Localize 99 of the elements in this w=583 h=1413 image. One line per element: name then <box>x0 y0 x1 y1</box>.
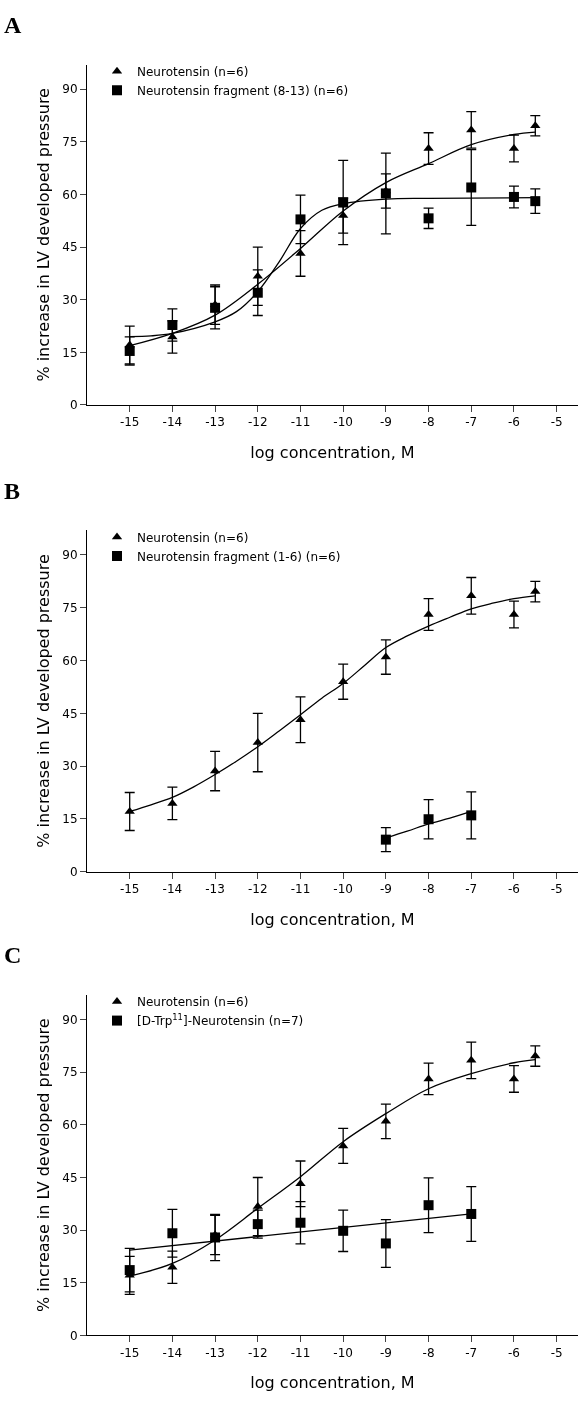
x-tick-label: -5 <box>550 415 563 430</box>
y-tick-label: 60 <box>62 653 78 668</box>
x-tick-label: -12 <box>247 1345 268 1360</box>
y-tick-label: 45 <box>62 706 78 721</box>
x-tick-label: -11 <box>290 882 311 897</box>
legend-label: Neurotensin fragment (1-6) (n=6) <box>137 549 341 564</box>
x-tick-label: -8 <box>422 882 435 897</box>
y-tick-label: 60 <box>62 1118 78 1133</box>
x-tick-label: -8 <box>422 1345 435 1360</box>
x-tick-label: -13 <box>205 882 225 897</box>
point <box>466 1055 477 1063</box>
point <box>508 191 519 202</box>
x-tick-label: -14 <box>162 1345 183 1360</box>
x-tick-label: -7 <box>465 415 478 430</box>
point <box>423 1074 434 1082</box>
x-tick-label: -6 <box>507 1345 520 1360</box>
x-tick-label: -15 <box>119 415 140 430</box>
x-tick-label: -10 <box>333 882 353 897</box>
point <box>124 345 135 356</box>
x-axis-title: log concentration, M <box>250 1373 415 1393</box>
legend-label: Neurotensin fragment (8-13) (n=6) <box>137 83 349 98</box>
chart-title: C <box>4 942 22 968</box>
point <box>167 320 178 330</box>
y-tick-label: 0 <box>69 398 78 413</box>
x-tick-label: -5 <box>550 882 563 897</box>
point <box>295 1179 306 1187</box>
x-tick-label: -12 <box>247 415 268 430</box>
x-tick-label: -10 <box>333 415 353 430</box>
legend-label: Neurotensin (n=6) <box>137 995 249 1010</box>
x-tick-label: -13 <box>205 1345 225 1360</box>
point <box>423 1200 434 1211</box>
point <box>423 609 434 617</box>
point <box>466 810 477 821</box>
y-tick-label: 15 <box>62 812 78 827</box>
x-tick-label: -15 <box>119 1345 140 1360</box>
point <box>466 125 477 133</box>
y-tick-label: 90 <box>62 548 78 563</box>
x-tick-label: -13 <box>205 415 225 430</box>
x-tick-label: -14 <box>162 415 183 430</box>
x-tick-label: -8 <box>422 415 435 430</box>
point <box>530 1051 541 1059</box>
point <box>466 591 477 599</box>
x-tick-label: -10 <box>333 1345 353 1360</box>
chart-title: B <box>4 478 21 504</box>
point <box>295 1217 306 1228</box>
x-axis-title: log concentration, M <box>250 443 415 463</box>
point <box>252 1219 263 1230</box>
x-tick-label: -6 <box>507 882 520 897</box>
y-tick-label: 75 <box>62 600 78 615</box>
point <box>380 1238 391 1249</box>
x-tick-label: -6 <box>507 415 520 430</box>
y-tick-label: 75 <box>62 135 78 150</box>
x-tick-label: -7 <box>465 882 478 897</box>
y-axis-title: % increase in LV developed pressure <box>34 1018 54 1312</box>
point <box>423 814 434 825</box>
point <box>466 182 477 193</box>
point <box>124 1265 135 1276</box>
x-axis-title: log concentration, M <box>250 909 415 929</box>
y-tick-label: 60 <box>62 187 78 202</box>
x-tick-label: -11 <box>290 415 311 430</box>
x-tick-label: -14 <box>162 882 183 897</box>
chart-title: A <box>4 12 22 38</box>
y-tick-label: 90 <box>62 1012 78 1027</box>
legend-label: Neurotensin (n=6) <box>137 530 249 545</box>
legend-label: [D-Trp$^{11}$]-Neurotensin (n=7) <box>137 1012 304 1029</box>
x-tick-label: -9 <box>379 1345 392 1360</box>
point <box>167 1228 178 1239</box>
point <box>167 1262 178 1270</box>
x-tick-label: -15 <box>119 882 140 897</box>
y-tick-label: 30 <box>62 759 78 774</box>
y-axis-title: % increase in LV developed pressure <box>34 554 54 848</box>
x-tick-label: -11 <box>290 1345 311 1360</box>
x-tick-label: -12 <box>247 882 268 897</box>
x-tick-label: -9 <box>379 882 392 897</box>
point <box>167 798 178 806</box>
y-tick-label: 90 <box>62 82 78 97</box>
y-tick-label: 0 <box>69 1328 78 1343</box>
point <box>124 806 135 814</box>
y-tick-label: 30 <box>62 292 78 307</box>
y-tick-label: 15 <box>62 345 78 360</box>
point <box>380 834 391 845</box>
y-tick-label: 45 <box>62 1170 78 1185</box>
point <box>380 188 391 199</box>
point <box>295 214 306 225</box>
x-tick-label: -9 <box>379 415 392 430</box>
y-tick-label: 30 <box>62 1223 78 1238</box>
y-tick-label: 0 <box>69 864 78 879</box>
point <box>210 302 221 313</box>
x-tick-label: -5 <box>550 1345 563 1360</box>
y-axis-title: % increase in LV developed pressure <box>34 88 54 382</box>
point <box>466 1208 477 1219</box>
point <box>423 213 434 224</box>
x-tick-label: -7 <box>465 1345 478 1360</box>
legend-label: Neurotensin (n=6) <box>137 64 249 79</box>
y-tick-label: 45 <box>62 240 78 255</box>
y-tick-label: 15 <box>62 1275 78 1290</box>
y-tick-label: 75 <box>62 1065 78 1080</box>
point <box>530 196 541 207</box>
point <box>295 248 306 256</box>
